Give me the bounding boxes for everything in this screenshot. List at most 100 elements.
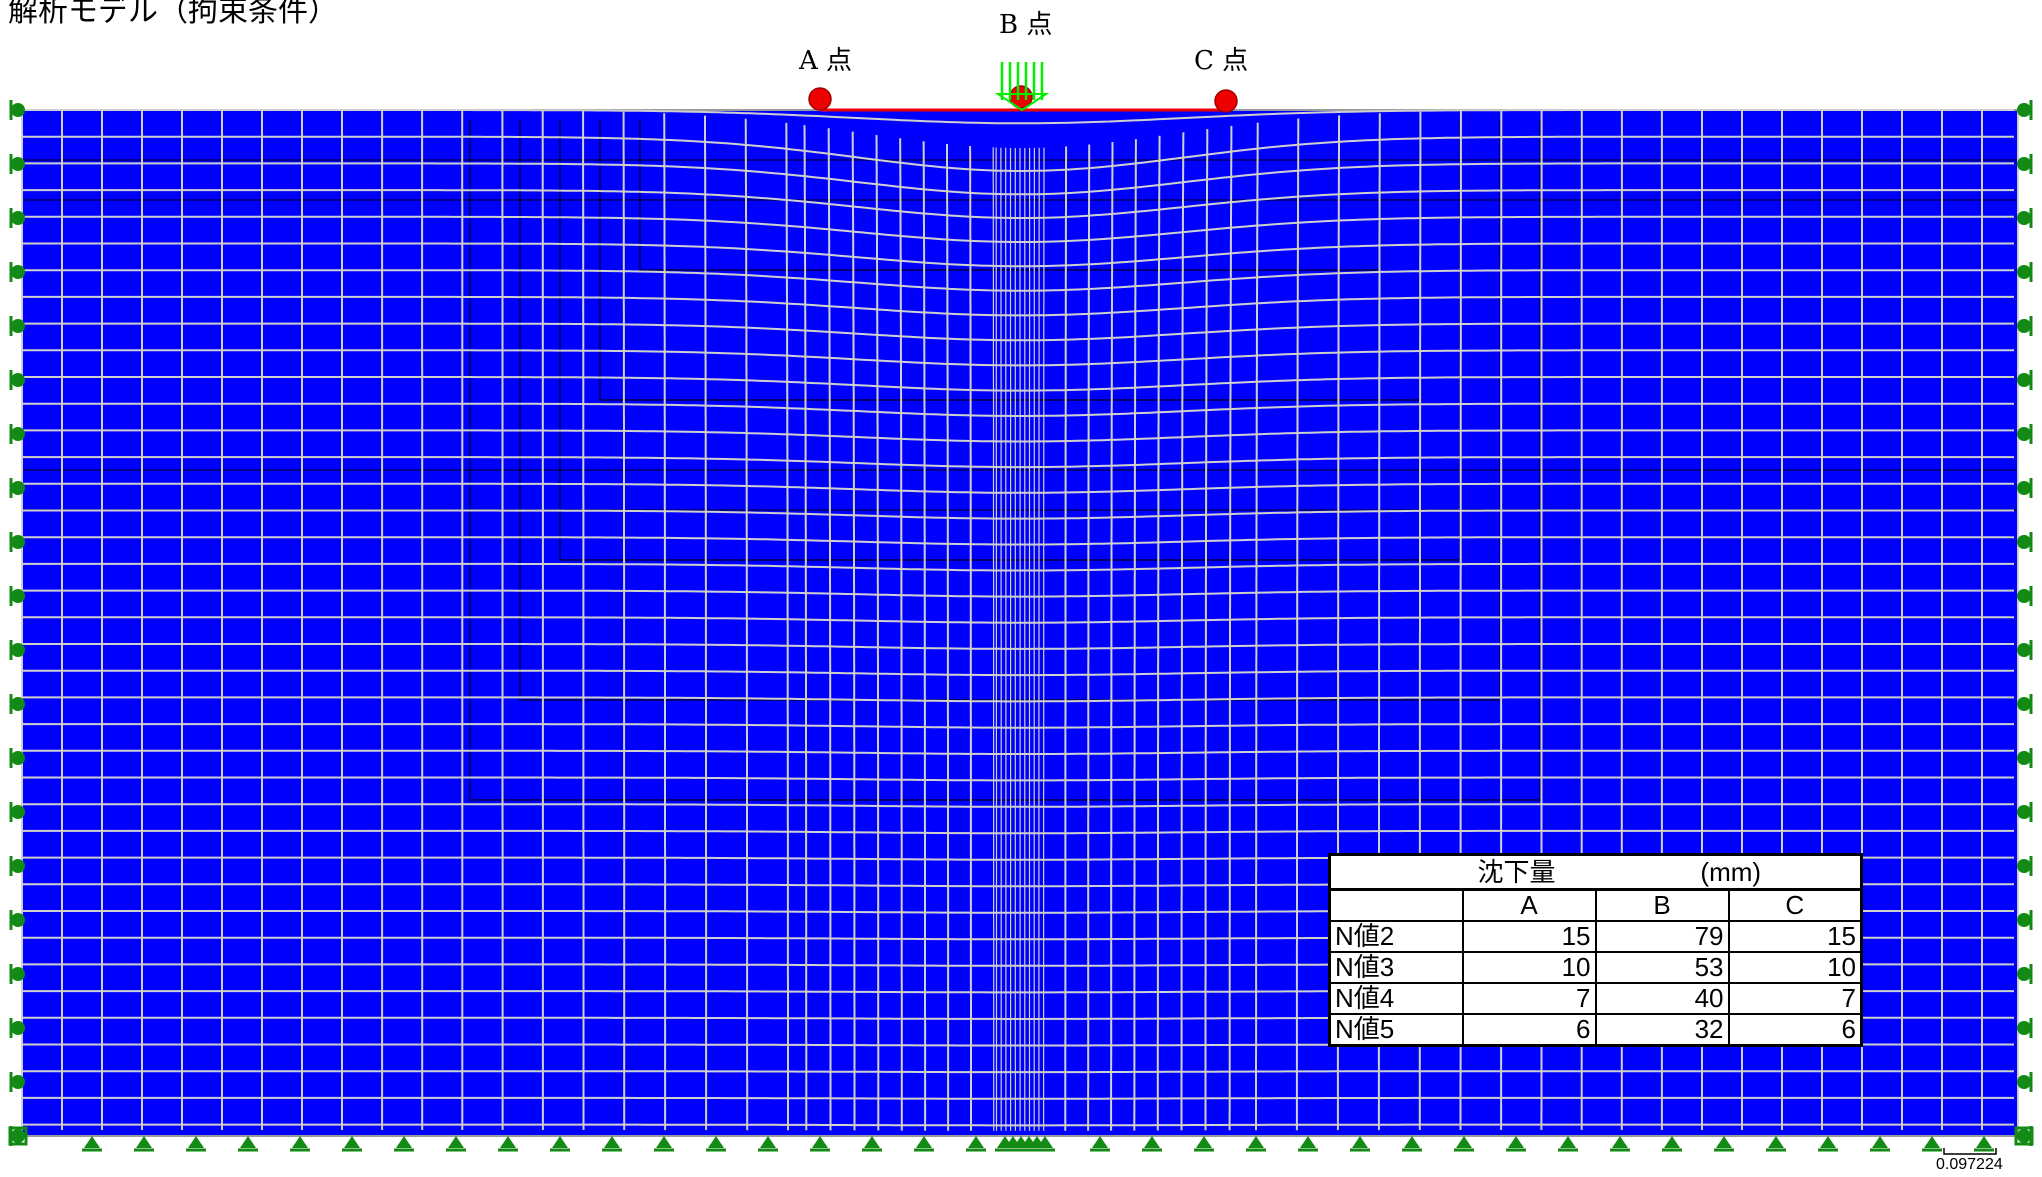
table-header-a: A (1461, 888, 1597, 922)
roller-support-icon (2017, 913, 2031, 927)
table-caption-row: 沈下量 (mm) (1329, 854, 1862, 891)
mesh-vertical-line (827, 128, 832, 1131)
roller-support-icon (2017, 103, 2031, 117)
cell-a: 7 (1461, 982, 1597, 1015)
roller-support-icon (2017, 859, 2031, 873)
roller-support-icon (11, 967, 25, 981)
pin-support-icon (1508, 1136, 1524, 1148)
mesh-horizontal-line (22, 536, 2014, 546)
roller-support-icon (2017, 535, 2031, 549)
pin-support-icon (1092, 1136, 1108, 1148)
pin-support-icon (500, 1136, 516, 1148)
roller-support-icon (11, 427, 25, 441)
mesh-horizontal-line (22, 829, 2014, 835)
roller-support-icon (2017, 589, 2031, 603)
roller-support-icon (11, 103, 25, 117)
mesh-horizontal-line (22, 135, 2014, 172)
element-group-boundary (469, 120, 1541, 801)
roller-support-icon (11, 1021, 25, 1035)
mesh-horizontal-line (22, 322, 2014, 342)
mesh-vertical-line (969, 145, 972, 1131)
roller-support-icon (2017, 157, 2031, 171)
row-label: N値5 (1328, 1013, 1464, 1047)
pin-support-icon (1664, 1136, 1680, 1148)
roller-support-icon (11, 859, 25, 873)
cell-c: 6 (1727, 1013, 1863, 1047)
roller-support-icon (11, 697, 25, 711)
pin-support-icon (968, 1136, 984, 1148)
roller-support-icon (2017, 1021, 2031, 1035)
pin-support-icon (188, 1136, 204, 1148)
mesh-horizontal-line (22, 162, 2014, 196)
pin-support-icon (1352, 1136, 1368, 1148)
pin-support-icon (1300, 1136, 1316, 1148)
fixed-support-icon (2014, 1126, 2034, 1146)
roller-support-icon (11, 643, 25, 657)
point-b-label: B 点 (999, 10, 1053, 40)
roller-support-icon (11, 535, 25, 549)
cell-a: 15 (1461, 920, 1597, 953)
mesh-vertical-line (1110, 142, 1114, 1131)
mesh-horizontal-line (22, 269, 2014, 292)
mesh-vertical-line (1087, 144, 1091, 1131)
mesh-horizontal-line (22, 189, 2014, 219)
roller-support-icon (2017, 643, 2031, 657)
cell-a: 10 (1461, 951, 1597, 984)
mesh-vertical-line (1255, 122, 1259, 1131)
mesh-horizontal-line (22, 349, 2014, 367)
roller-support-icon (2017, 751, 2031, 765)
pin-support-icon (1037, 1136, 1053, 1148)
mesh-horizontal-line (22, 215, 2014, 243)
roller-support-icon (2017, 697, 2031, 711)
table-row: N値4 7 40 7 (1328, 982, 1863, 1015)
roller-support-icon (11, 751, 25, 765)
mesh-horizontal-line (22, 776, 2014, 782)
mesh-vertical-line (992, 147, 995, 1131)
row-label: N値3 (1328, 951, 1464, 984)
roller-support-icon (11, 373, 25, 387)
mesh-horizontal-line (22, 429, 2014, 443)
mesh-horizontal-line (22, 402, 2014, 417)
cell-c: 7 (1727, 982, 1863, 1015)
mesh-horizontal-line (22, 616, 2014, 624)
mesh-horizontal-line (22, 723, 2014, 729)
table-header-blank (1328, 888, 1464, 922)
row-label: N値2 (1328, 920, 1464, 953)
fixed-support-icon (8, 1126, 28, 1146)
pin-support-icon (1768, 1136, 1784, 1148)
settlement-table: 沈下量 (mm) A B C N値2 15 79 15 N値3 10 53 10 (1328, 853, 1863, 1047)
point-a-marker (808, 87, 832, 111)
pin-support-icon (916, 1136, 932, 1148)
figure-title: 解析モデル（拘束条件） (8, 0, 338, 29)
pin-support-icon (760, 1136, 776, 1148)
mesh-vertical-line (704, 115, 708, 1131)
point-a-label: A 点 (799, 46, 853, 76)
mesh-vertical-line (1156, 135, 1161, 1131)
cell-c: 10 (1727, 951, 1863, 984)
pin-support-icon (1612, 1136, 1628, 1148)
mesh-vertical-line (851, 131, 856, 1131)
pin-support-icon (1196, 1136, 1212, 1148)
pin-support-icon (1976, 1136, 1992, 1148)
mesh-vertical-line (1064, 146, 1068, 1131)
mesh-horizontal-line (22, 509, 2014, 520)
mesh-horizontal-line (22, 482, 2014, 494)
roller-support-icon (2017, 481, 2031, 495)
mesh-horizontal-line (22, 1070, 2014, 1074)
roller-support-icon (11, 265, 25, 279)
pin-support-icon (656, 1136, 672, 1148)
mesh-horizontal-line (22, 1096, 2014, 1100)
roller-support-icon (11, 481, 25, 495)
roller-support-icon (11, 805, 25, 819)
pin-support-icon (1924, 1136, 1940, 1148)
pin-support-icon (552, 1136, 568, 1148)
point-c-label: C 点 (1194, 46, 1249, 76)
roller-support-icon (2017, 805, 2031, 819)
table-header-b: B (1594, 888, 1730, 922)
pin-support-icon (344, 1136, 360, 1148)
pin-support-icon (396, 1136, 412, 1148)
roller-support-icon (2017, 373, 2031, 387)
mesh-vertical-line (1295, 118, 1300, 1131)
roller-support-icon (2017, 265, 2031, 279)
table-row: N値3 10 53 10 (1328, 951, 1863, 984)
